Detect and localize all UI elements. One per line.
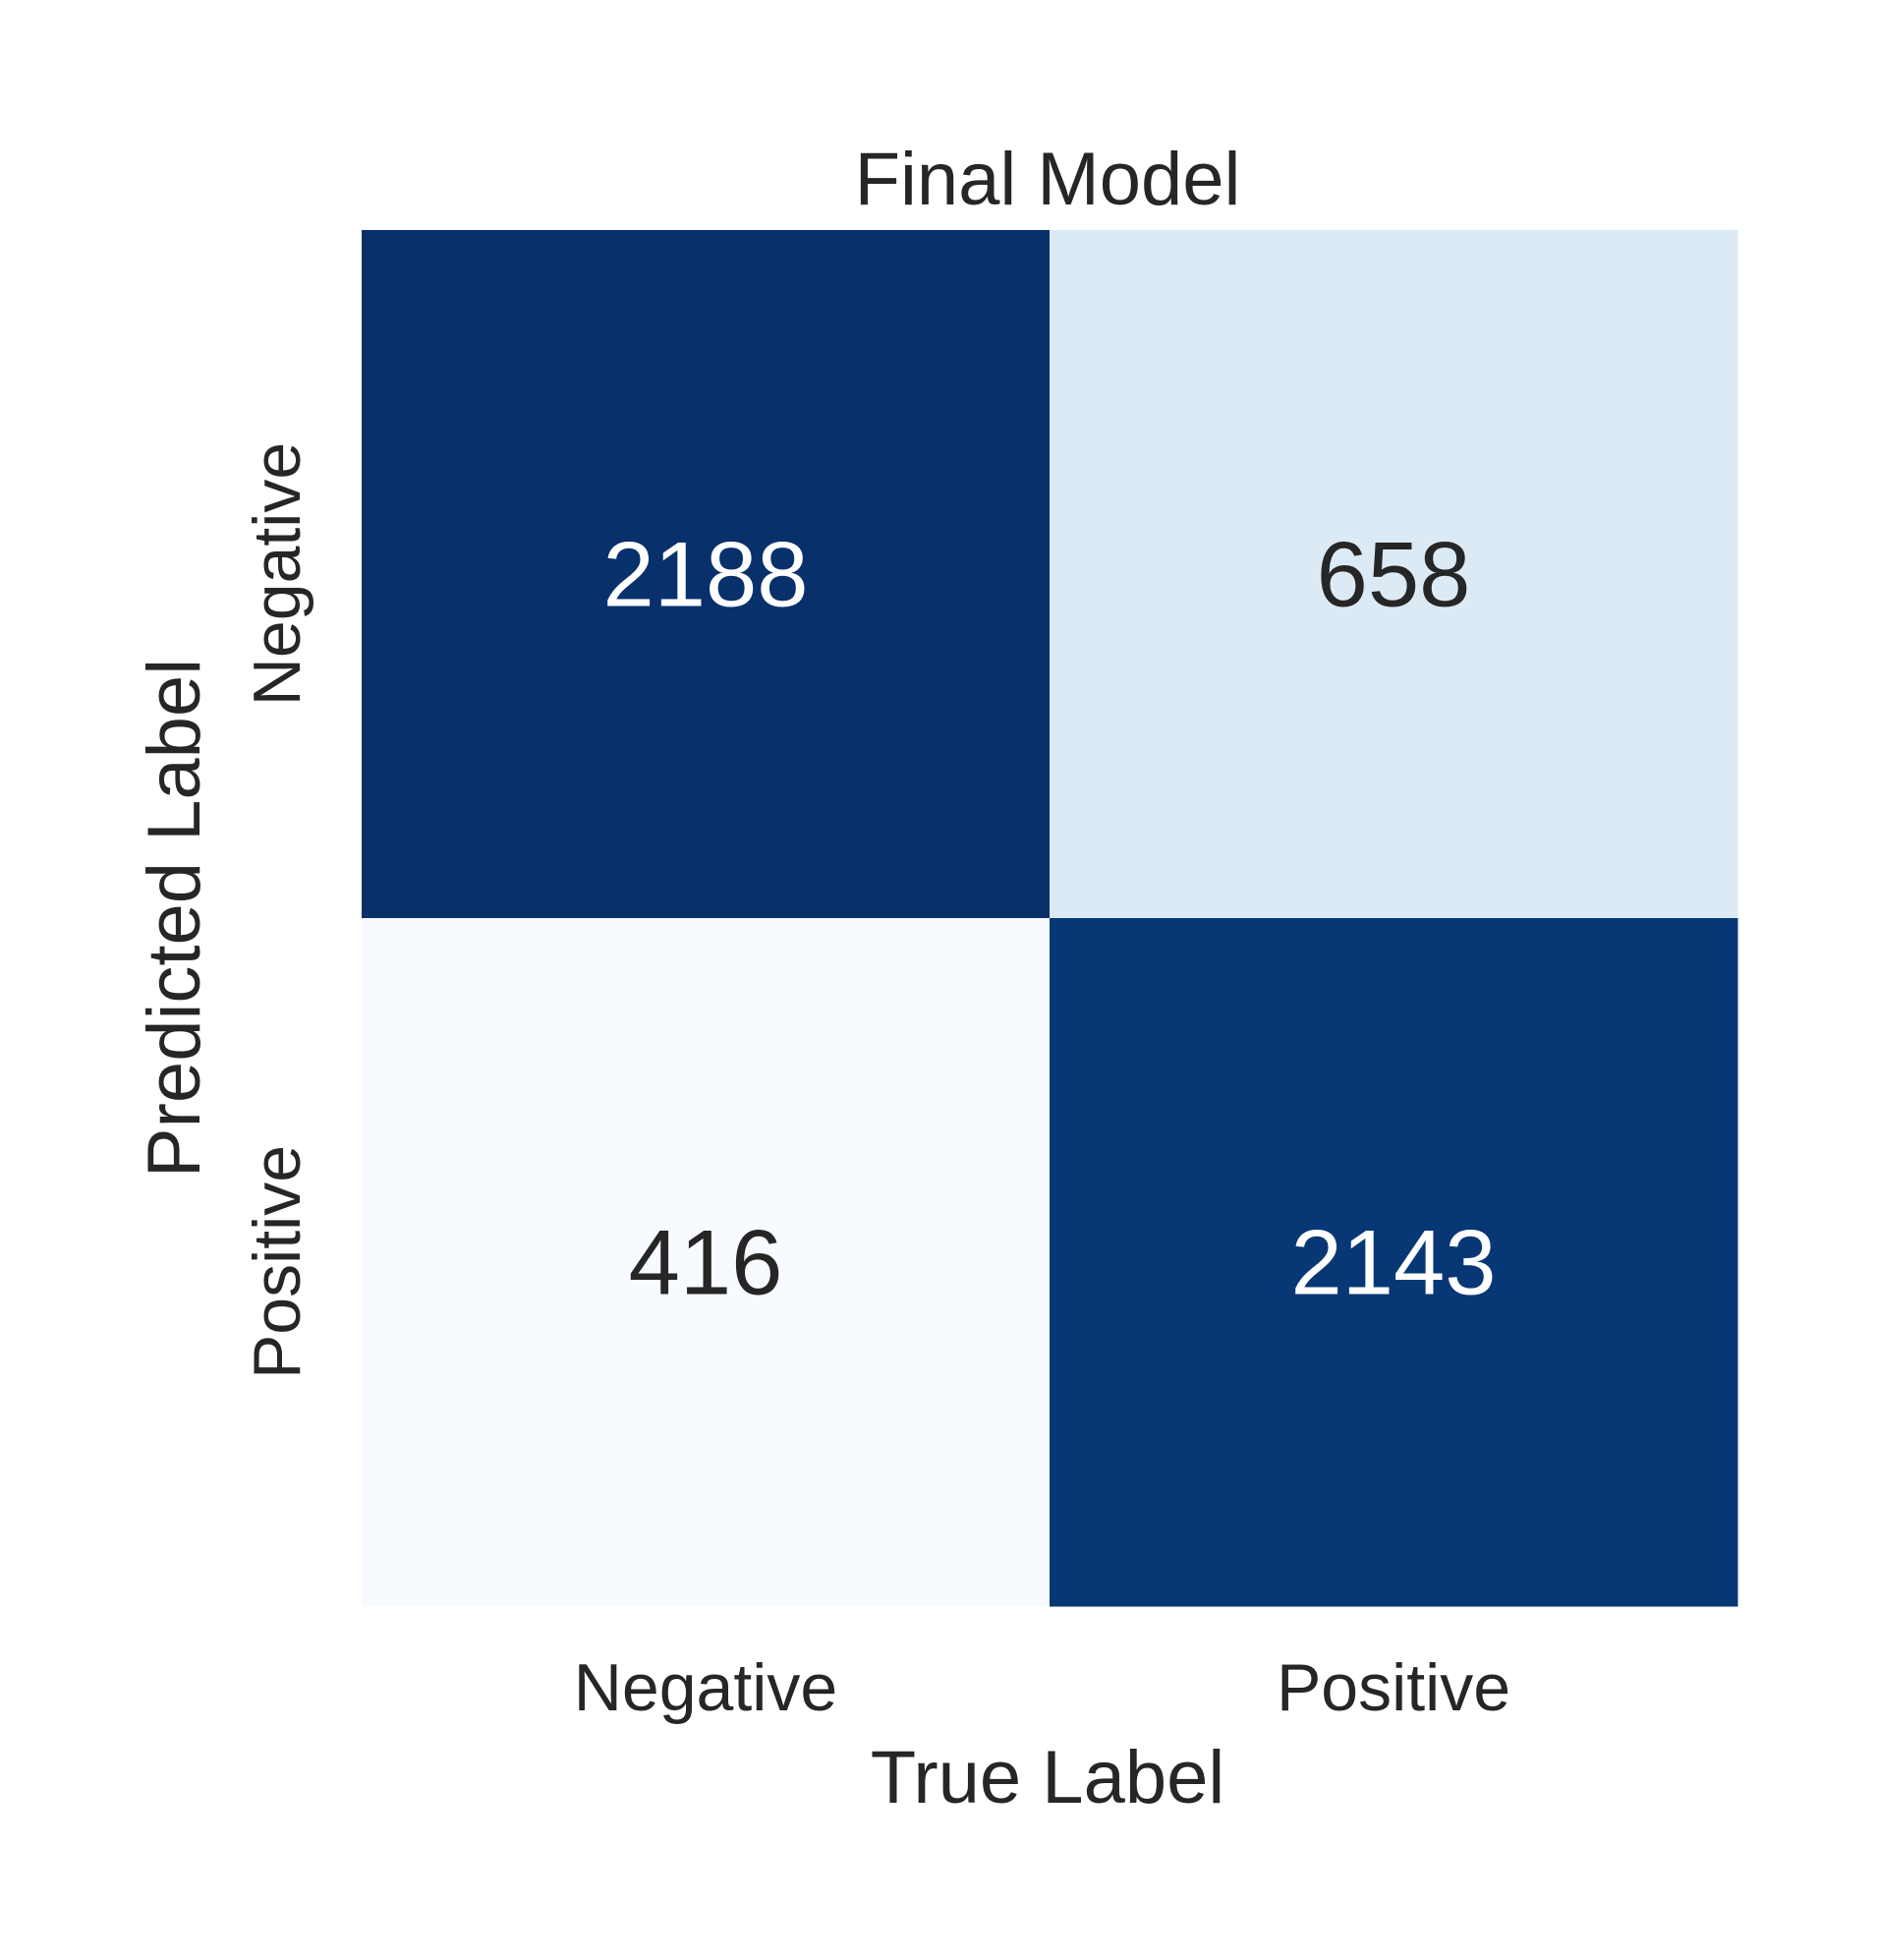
y-tick-label-negative: Negative xyxy=(240,442,314,706)
heatmap-cell-r0-c1 xyxy=(1050,230,1738,919)
cell-value-r0-c1: 658 xyxy=(1317,523,1471,626)
heatmap-cells xyxy=(362,230,1738,1607)
y-axis-label: Predicted Label xyxy=(133,659,216,1178)
y-axis-ticks: Negative Positive xyxy=(240,442,314,1379)
y-tick-label-positive: Positive xyxy=(240,1145,314,1379)
cell-value-r0-c0: 2188 xyxy=(602,523,808,626)
cell-value-r1-c1: 2143 xyxy=(1290,1211,1496,1314)
cell-value-r1-c0: 416 xyxy=(629,1211,783,1314)
x-tick-label-positive: Positive xyxy=(1277,1650,1510,1725)
x-axis-label: True Label xyxy=(871,1736,1225,1819)
chart-title: Final Model xyxy=(855,138,1241,221)
x-tick-label-negative: Negative xyxy=(574,1650,837,1725)
heatmap-cell-r1-c0 xyxy=(362,918,1051,1607)
heatmap-cell-r1-c1 xyxy=(1050,918,1738,1607)
heatmap-cell-labels: 2188 658 416 2143 xyxy=(602,523,1496,1314)
x-axis-ticks: Negative Positive xyxy=(574,1650,1510,1725)
heatmap-cell-r0-c0 xyxy=(362,230,1051,919)
